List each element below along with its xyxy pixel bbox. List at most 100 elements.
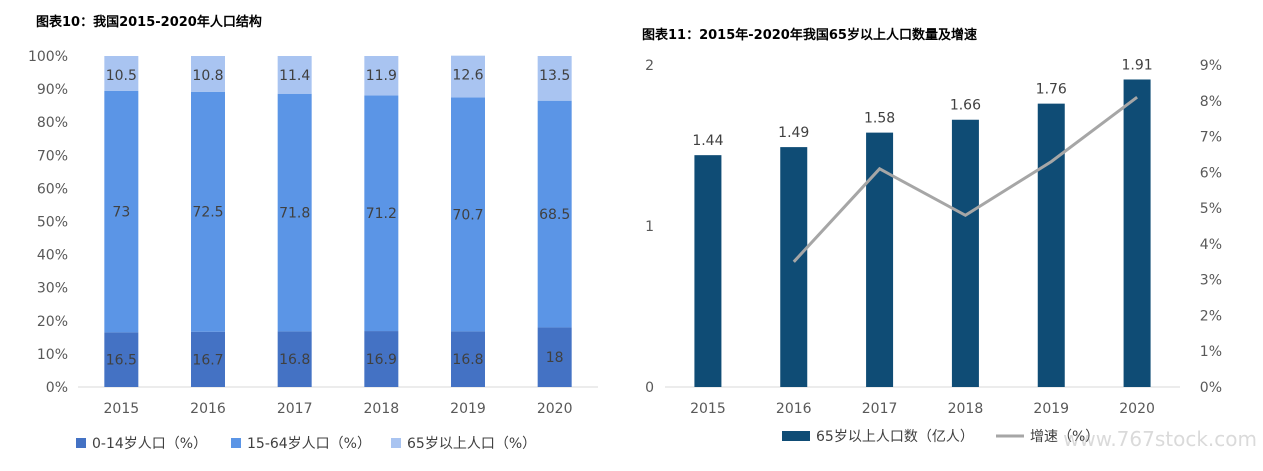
x-tick-label: 2017 [277,401,313,417]
bar-segment [191,91,225,332]
chart-title: 图表11：2015年-2020年我国65岁以上人口数量及增速 [642,28,977,43]
x-tick-label: 2019 [450,401,486,417]
legend-swatch [231,438,241,448]
y-tick-label: 60% [37,181,68,197]
y2-tick-label: 7% [1200,130,1222,146]
bar-segment [451,97,485,332]
legend-swatch [782,431,810,441]
bar-segment [451,331,485,387]
y-tick-label: 80% [37,115,68,131]
data-label: 16.7 [192,352,223,368]
x-tick-label: 2016 [776,401,812,417]
data-label: 72.5 [192,205,223,221]
legend-label: 65岁以上人口（%） [407,436,536,452]
bar [694,155,722,387]
y-tick-label: 90% [37,82,68,98]
bar [1037,103,1065,387]
x-tick-label: 2018 [364,401,400,417]
bar-segment [277,56,312,94]
right-chart-panel: 图表11：2015年-2020年我国65岁以上人口数量及增速 0 1 2 0% 1% 2%… [630,0,1263,471]
y2-tick-label: 8% [1200,94,1222,110]
data-label: 71.8 [279,206,310,222]
legend-label: 15-64岁人口（%） [247,436,371,452]
bar-segment [364,331,399,387]
data-label: 1.91 [1121,57,1152,73]
watermark: www.767stock.com [1063,427,1257,451]
data-label: 71.2 [366,206,397,222]
data-label: 1.44 [692,133,723,149]
y2-tick-label: 3% [1200,273,1222,289]
x-tick-label: 2017 [862,401,898,417]
left-chart-panel: 图表10：我国2015-2020年人口结构 0% 10% 20% 30% 40% 50% 6… [0,0,620,471]
legend-label: 65岁以上人口数（亿人） [816,429,974,445]
x-tick-label: 2020 [537,401,573,417]
data-label: 11.4 [279,68,310,84]
bar-segment [451,55,485,98]
y2-tick-label: 1% [1200,344,1222,360]
data-label: 10.8 [192,68,223,84]
bar-segment [104,56,139,91]
x-tick-label: 2018 [948,401,984,417]
bar-segment [191,56,225,92]
x-tick-label: 2015 [690,401,726,417]
bar-segment [364,95,399,332]
data-label: 1.58 [864,111,895,127]
y2-tick-label: 5% [1200,201,1222,217]
data-label: 16.8 [279,352,310,368]
y-tick-label: 2 [645,58,654,74]
x-tick-label: 2016 [190,401,226,417]
bar-segment [191,331,225,387]
data-label: 70.7 [452,207,483,223]
y2-tick-label: 6% [1200,165,1222,181]
bar-segment [537,327,572,387]
data-label: 10.5 [106,68,137,84]
data-label: 68.5 [539,207,570,223]
y-tick-label: 10% [37,347,68,363]
bar-segment [537,100,572,328]
y2-tick-label: 9% [1200,58,1222,74]
data-label: 73 [112,205,130,221]
data-label: 16.5 [106,353,137,369]
y2-tick-label: 0% [1200,380,1222,396]
data-label: 1.66 [950,98,981,114]
legend-swatch [391,438,401,448]
data-label: 18 [546,350,564,366]
data-label: 16.8 [452,352,483,368]
population-structure-chart: 0% 10% 20% 30% 40% 50% 60% 70% 80% 90% 100% 16.5 73 1… [28,49,598,452]
y-tick-label: 20% [37,314,68,330]
legend-label: 0-14岁人口（%） [92,436,207,452]
bar-segment [537,56,572,101]
bar-segment [104,332,139,387]
y-tick-label: 40% [37,248,68,264]
elderly-population-chart: 0 1 2 0% 1% 2% 3% 4% 5% 6% 7% 8% 9% 1.44 2015 1.49 2016 1… [645,57,1222,445]
bar [780,147,808,387]
y-tick-label: 0 [645,380,654,396]
x-tick-label: 2015 [104,401,140,417]
data-label: 11.9 [366,68,397,84]
x-tick-label: 2020 [1119,401,1155,417]
data-label: 1.76 [1036,82,1067,98]
growth-rate-line [792,96,1139,263]
data-label: 16.9 [366,352,397,368]
y-tick-label: 100% [28,49,68,65]
bar-segment [364,56,399,96]
y-tick-label: 70% [37,148,68,164]
data-label: 1.49 [778,125,809,141]
data-label: 12.6 [452,68,483,84]
y-tick-label: 50% [37,215,68,231]
chart-title: 图表10：我国2015-2020年人口结构 [36,15,262,30]
y2-tick-label: 4% [1200,237,1222,253]
y-tick-label: 1 [645,219,654,235]
bar-segment [277,331,312,387]
y2-tick-label: 2% [1200,308,1222,324]
bar [951,119,979,388]
data-label: 13.5 [539,68,570,84]
x-tick-label: 2019 [1033,401,1069,417]
y-tick-label: 30% [37,281,68,297]
bar [1123,79,1151,388]
legend-swatch [76,438,86,448]
bar-segment [104,90,139,333]
bar-segment [277,93,312,332]
legend-label: 增速（%） [1030,429,1099,445]
y-tick-label: 0% [46,380,68,396]
